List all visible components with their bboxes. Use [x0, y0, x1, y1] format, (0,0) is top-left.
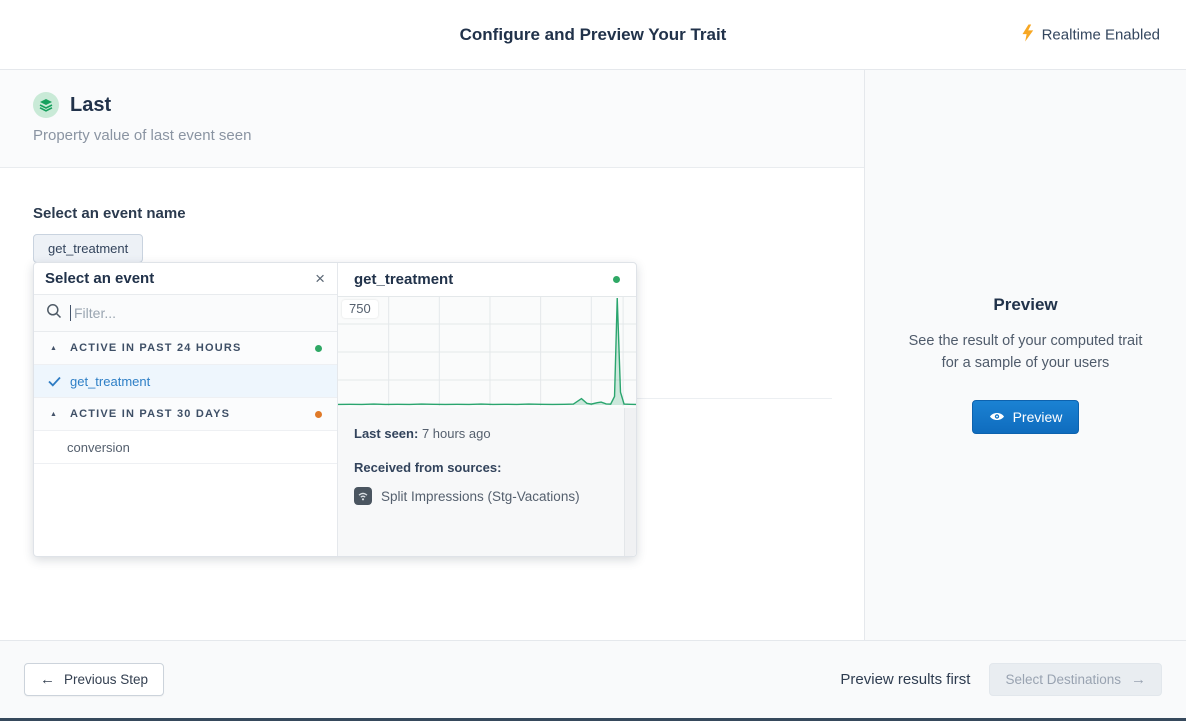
selected-event-chip[interactable]: get_treatment: [33, 234, 144, 263]
arrow-right-icon: →: [1131, 671, 1146, 688]
preview-button-label: Preview: [1012, 409, 1063, 425]
event-picker-popup: Select an event × ▲ ACTIVE IN PAST 24 HO…: [33, 262, 637, 557]
last-seen-row: Last seen: 7 hours ago: [354, 426, 620, 441]
dropdown-title: Select an event: [45, 270, 155, 287]
triangle-up-icon: ▲: [50, 344, 57, 352]
trait-header: Last Property value of last event seen: [0, 70, 864, 168]
group-label: ACTIVE IN PAST 30 DAYS: [69, 408, 231, 420]
event-item-label: get_treatment: [70, 373, 151, 389]
source-row: Split Impressions (Stg-Vacations): [354, 487, 620, 505]
lightning-icon: [1021, 24, 1034, 45]
previous-step-label: Previous Step: [64, 672, 149, 687]
close-icon[interactable]: ×: [315, 269, 325, 288]
sources-label: Received from sources:: [354, 460, 502, 475]
event-item-label: conversion: [67, 439, 130, 455]
group-active-24h[interactable]: ▲ ACTIVE IN PAST 24 HOURS: [34, 332, 337, 365]
preview-button[interactable]: Preview: [971, 400, 1080, 434]
group-dot-30d: [315, 410, 322, 418]
realtime-label: Realtime Enabled: [1041, 26, 1160, 43]
event-dropdown: Select an event × ▲ ACTIVE IN PAST 24 HO…: [34, 263, 338, 556]
footer-bar: ← Previous Step Preview results first Se…: [0, 640, 1186, 721]
filter-input[interactable]: [70, 305, 270, 321]
search-icon: [46, 303, 62, 324]
footer-hint: Preview results first: [840, 671, 971, 688]
event-select-label: Select an event name: [33, 205, 186, 222]
realtime-badge: Realtime Enabled: [1021, 24, 1160, 45]
triangle-up-icon: ▲: [50, 410, 57, 418]
trait-config-panel: Last Property value of last event seen S…: [0, 70, 865, 640]
trait-name: Last: [70, 93, 112, 116]
event-item-conversion[interactable]: conversion: [34, 431, 337, 464]
background-divider: [637, 398, 832, 399]
event-status-dot: [613, 276, 620, 283]
preview-title: Preview: [993, 295, 1058, 314]
preview-description: See the result of your computed trait fo…: [908, 333, 1143, 371]
event-item-get-treatment[interactable]: get_treatment: [34, 365, 337, 398]
page-title: Configure and Preview Your Trait: [459, 24, 727, 44]
event-detail-panel: get_treatment: [338, 263, 636, 556]
select-destinations-label: Select Destinations: [1005, 672, 1121, 687]
layers-icon: [33, 92, 59, 118]
event-volume-chart: 750: [338, 296, 636, 408]
event-detail-title: get_treatment: [354, 271, 454, 288]
group-dot-24h: [315, 344, 322, 352]
chart-ymax-label: 750: [342, 300, 378, 318]
arrow-left-icon: ←: [40, 671, 55, 688]
event-config-area: Select an event name get_treatment Selec…: [0, 168, 864, 640]
select-destinations-button[interactable]: Select Destinations →: [989, 663, 1162, 696]
last-seen-label: Last seen:: [354, 426, 419, 441]
eye-icon: [989, 409, 1005, 425]
detail-scrollbar[interactable]: [624, 408, 636, 556]
group-active-30d[interactable]: ▲ ACTIVE IN PAST 30 DAYS: [34, 398, 337, 431]
top-bar: Configure and Preview Your Trait Realtim…: [0, 0, 1186, 70]
source-name: Split Impressions (Stg-Vacations): [381, 488, 580, 504]
wifi-icon: [354, 487, 372, 505]
group-label: ACTIVE IN PAST 24 HOURS: [69, 342, 242, 354]
checkmark-icon: [48, 376, 61, 387]
previous-step-button[interactable]: ← Previous Step: [24, 663, 165, 696]
last-seen-value: 7 hours ago: [421, 426, 491, 441]
preview-sidebar: Preview See the result of your computed …: [865, 70, 1186, 640]
trait-description: Property value of last event seen: [33, 127, 252, 144]
